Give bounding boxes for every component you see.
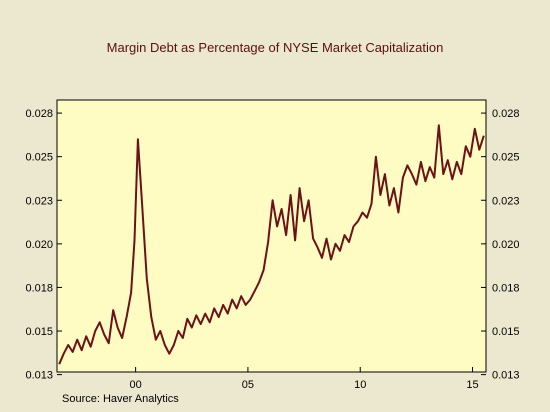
y-tick-label-right: 0.015 [492,326,520,338]
x-tick-label: 10 [354,379,366,391]
y-tick-label-left: 0.025 [25,152,53,164]
y-tick-label-right: 0.020 [492,239,520,251]
y-tick-label-left: 0.018 [25,282,53,294]
y-tick-label-right: 0.013 [492,370,520,382]
x-tick-label: 05 [242,379,254,391]
series-line-0 [58,124,485,365]
series-layer [58,124,485,365]
y-tick-label-left: 0.020 [25,239,53,251]
source-note: Source: Haver Analytics [62,393,179,405]
y-tick-label-left: 0.028 [25,108,53,120]
x-tick-label: 00 [129,379,141,391]
chart-title: Margin Debt as Percentage of NYSE Market… [107,40,444,55]
y-tick-label-right: 0.023 [492,195,520,207]
y-tick-label-right: 0.025 [492,152,520,164]
y-tick-label-left: 0.015 [25,326,53,338]
y-tick-label-right: 0.028 [492,108,520,120]
tick-layer: 0.028 0.028 0.025 0.025 0.023 0.023 0.020 0.020… [25,108,519,391]
y-tick-label-right: 0.018 [492,282,520,294]
plot-area [56,99,487,373]
x-tick-label: 15 [466,379,478,391]
y-tick-label-left: 0.023 [25,195,53,207]
y-tick-label-left: 0.013 [25,370,53,382]
